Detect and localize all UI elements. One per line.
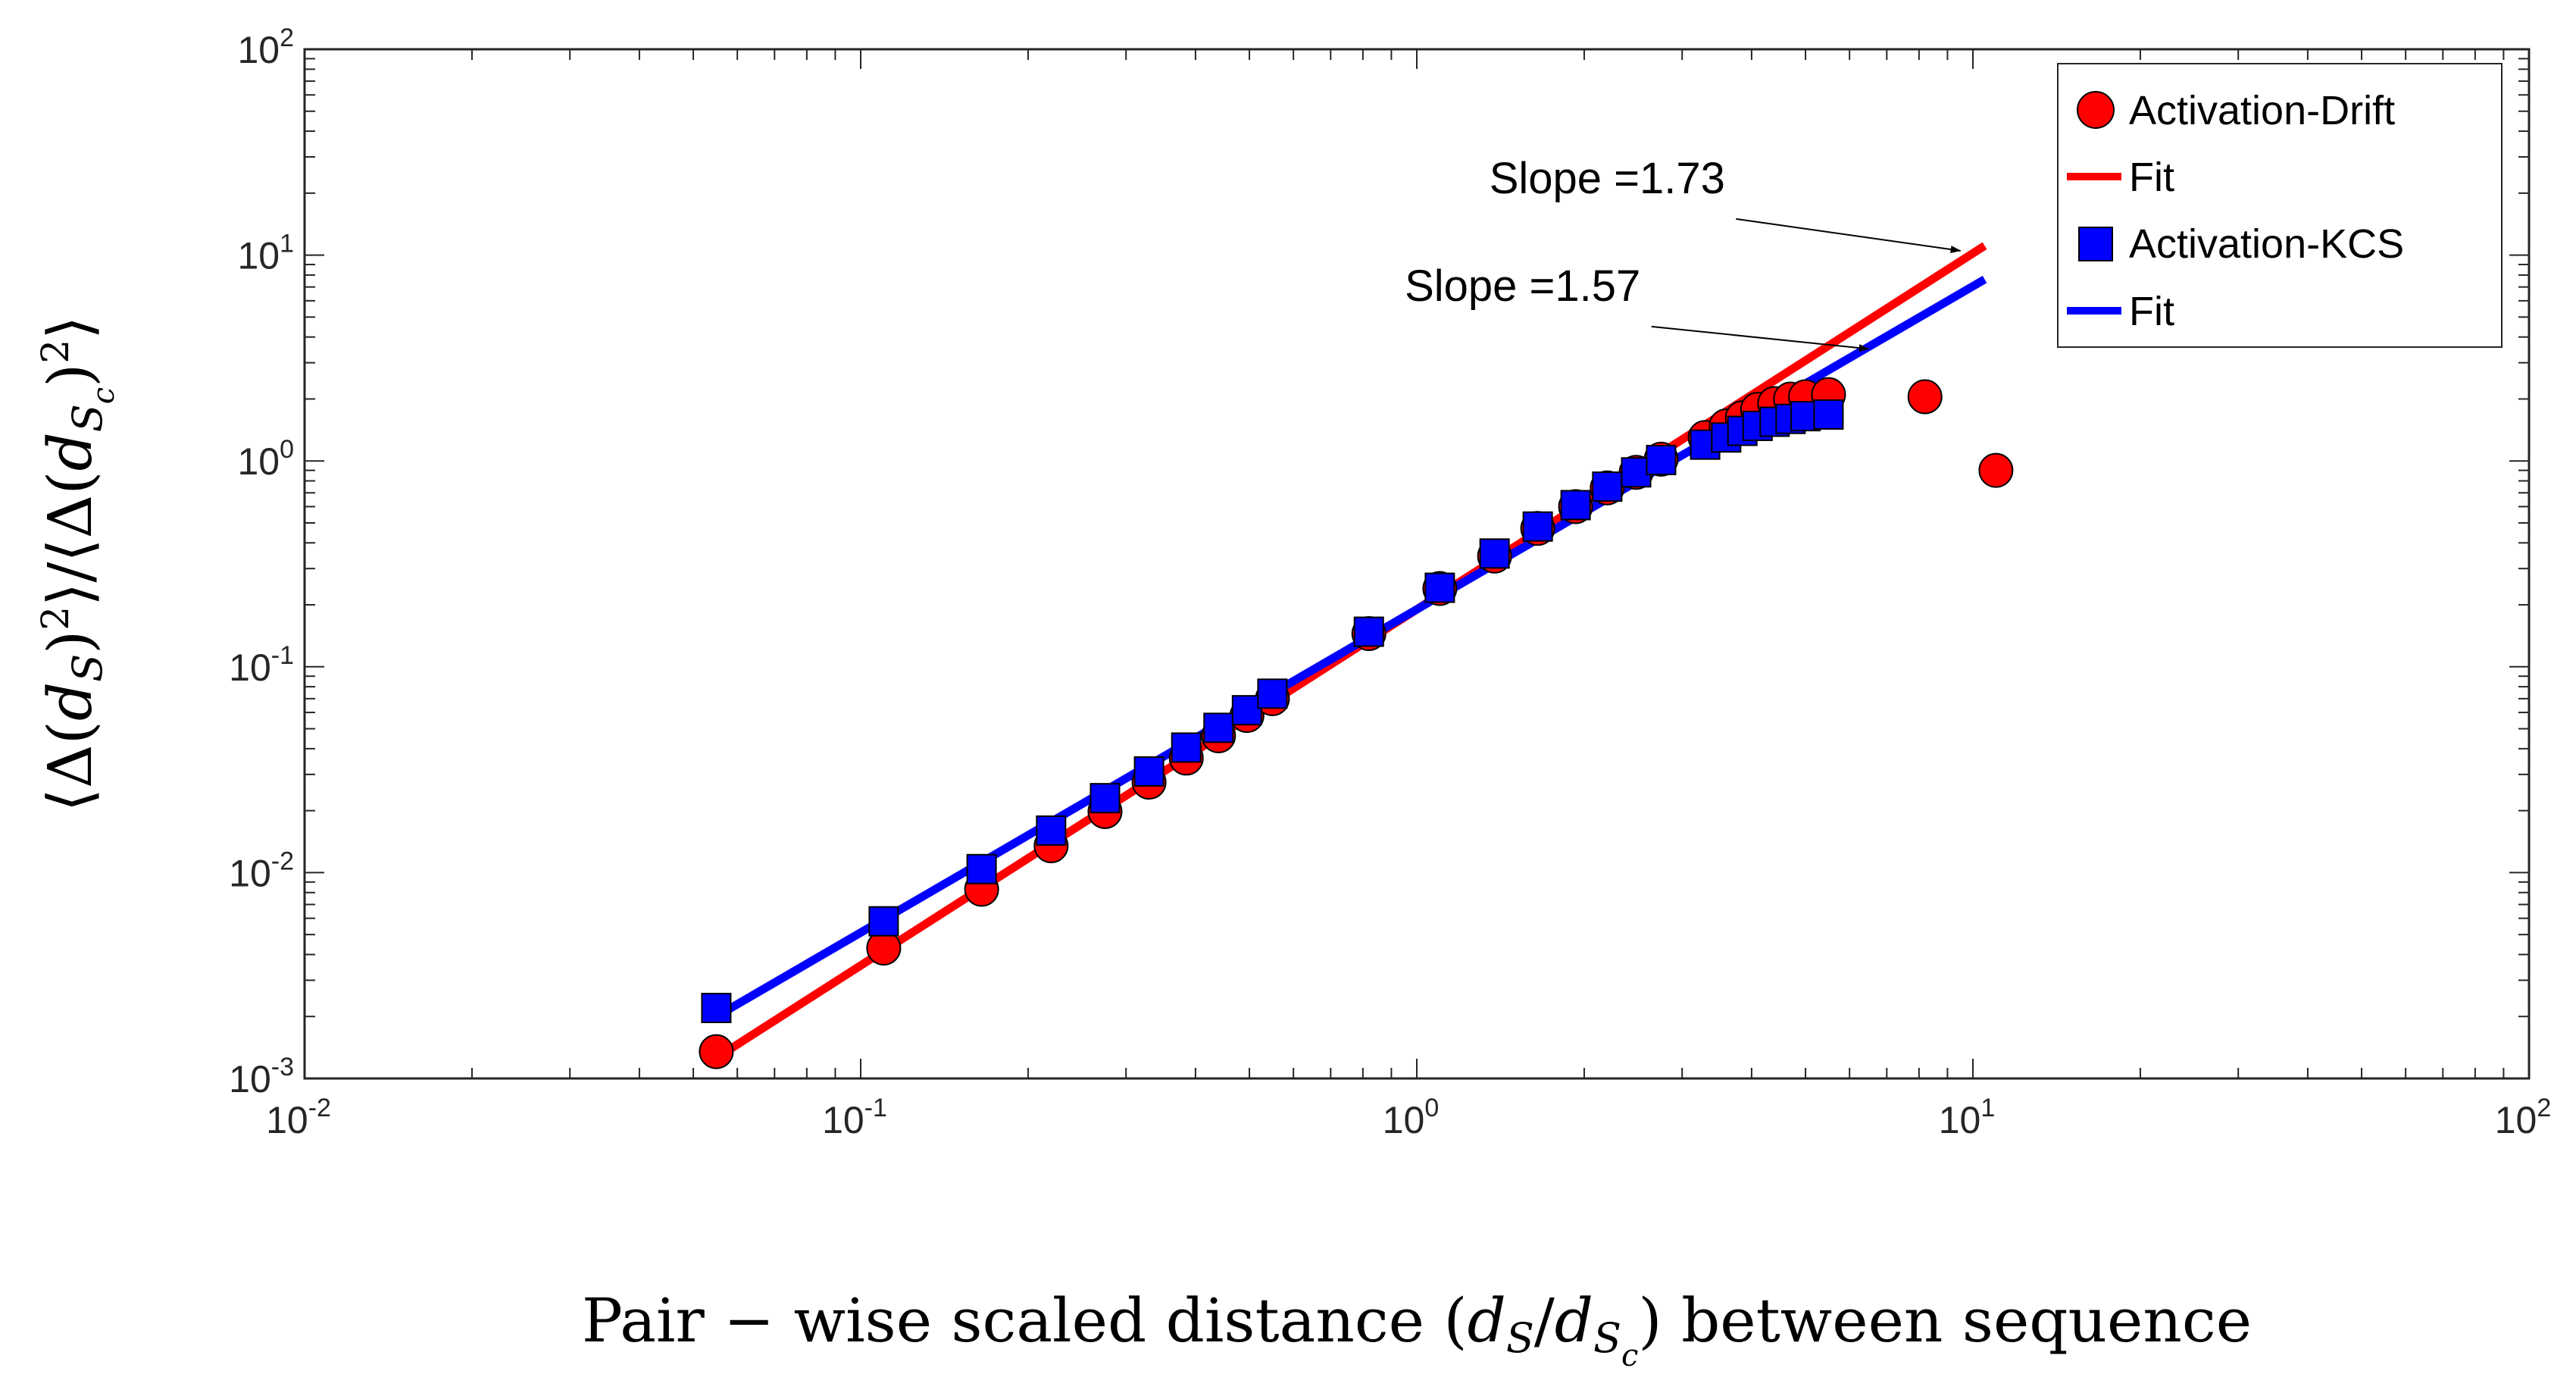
data-point-activation-kcs <box>1231 695 1262 726</box>
y-tick-label: 10-3 <box>229 1053 294 1100</box>
legend-box <box>2057 63 2503 348</box>
data-point-activation-kcs <box>1592 471 1623 502</box>
data-point-activation-kcs <box>1089 783 1121 814</box>
x-axis-title: Pair − wise scaled distance (dS/dSc) bet… <box>582 1285 2252 1373</box>
x-tick-label: 102 <box>2495 1094 2552 1141</box>
plot-frame <box>303 48 2531 1080</box>
x-tick-label: 10-1 <box>822 1094 887 1141</box>
data-point-activation-kcs <box>1036 815 1067 846</box>
data-point-activation-kcs <box>1424 572 1455 603</box>
data-point-activation-kcs <box>868 906 899 937</box>
data-point-activation-drift <box>699 1034 734 1069</box>
y-tick-label: 102 <box>237 23 294 71</box>
y-tick-label: 100 <box>237 435 294 483</box>
data-point-activation-drift <box>1978 452 2014 488</box>
legend-label-activation-kcs: Activation-KCS <box>2129 221 2404 267</box>
data-point-activation-kcs <box>1479 538 1510 569</box>
y-axis-title: ⟨Δ(dS)2⟩/⟨Δ(dSc)2⟩ <box>33 316 121 812</box>
data-point-activation-kcs <box>1813 399 1844 430</box>
data-point-activation-kcs <box>1257 678 1288 709</box>
data-point-activation-kcs <box>1133 756 1165 787</box>
annotation-slope-red: Slope =1.73 <box>1490 154 1725 203</box>
x-tick-label: 100 <box>1383 1094 1440 1141</box>
annotations: Slope =1.73 Slope =1.57 <box>1405 154 1962 352</box>
legend: Activation-Drift Fit Activation-KCS Fit <box>2057 63 2503 348</box>
data-point-activation-kcs <box>1171 732 1202 763</box>
data-markers <box>699 377 2014 1069</box>
data-point-activation-kcs <box>1203 712 1234 743</box>
y-tick-label: 101 <box>237 230 294 277</box>
legend-marker-activation-kcs <box>2078 227 2113 261</box>
legend-label-fit-blue: Fit <box>2129 289 2174 334</box>
annotation-arrow <box>1651 325 1870 352</box>
data-point-activation-kcs <box>701 992 732 1023</box>
y-tick-label: 10-1 <box>229 641 294 689</box>
data-point-activation-kcs <box>1522 511 1553 542</box>
y-tick-label: 10-2 <box>229 847 294 894</box>
data-point-activation-kcs <box>1560 490 1591 521</box>
legend-label-activation-drift: Activation-Drift <box>2129 88 2395 133</box>
annotation-arrow <box>1736 218 1962 253</box>
tick-marks <box>304 49 2530 1079</box>
x-tick-label: 10-2 <box>266 1094 331 1141</box>
legend-marker-activation-drift <box>2077 91 2115 129</box>
legend-label-fit-red: Fit <box>2129 155 2174 200</box>
x-tick-label: 101 <box>1939 1094 1996 1141</box>
annotation-slope-blue: Slope =1.57 <box>1405 261 1640 311</box>
data-point-activation-kcs <box>966 853 997 884</box>
data-point-activation-drift <box>1907 379 1943 415</box>
data-point-activation-kcs <box>1621 457 1652 488</box>
data-point-activation-kcs <box>1353 616 1384 647</box>
data-point-activation-kcs <box>1646 445 1677 476</box>
